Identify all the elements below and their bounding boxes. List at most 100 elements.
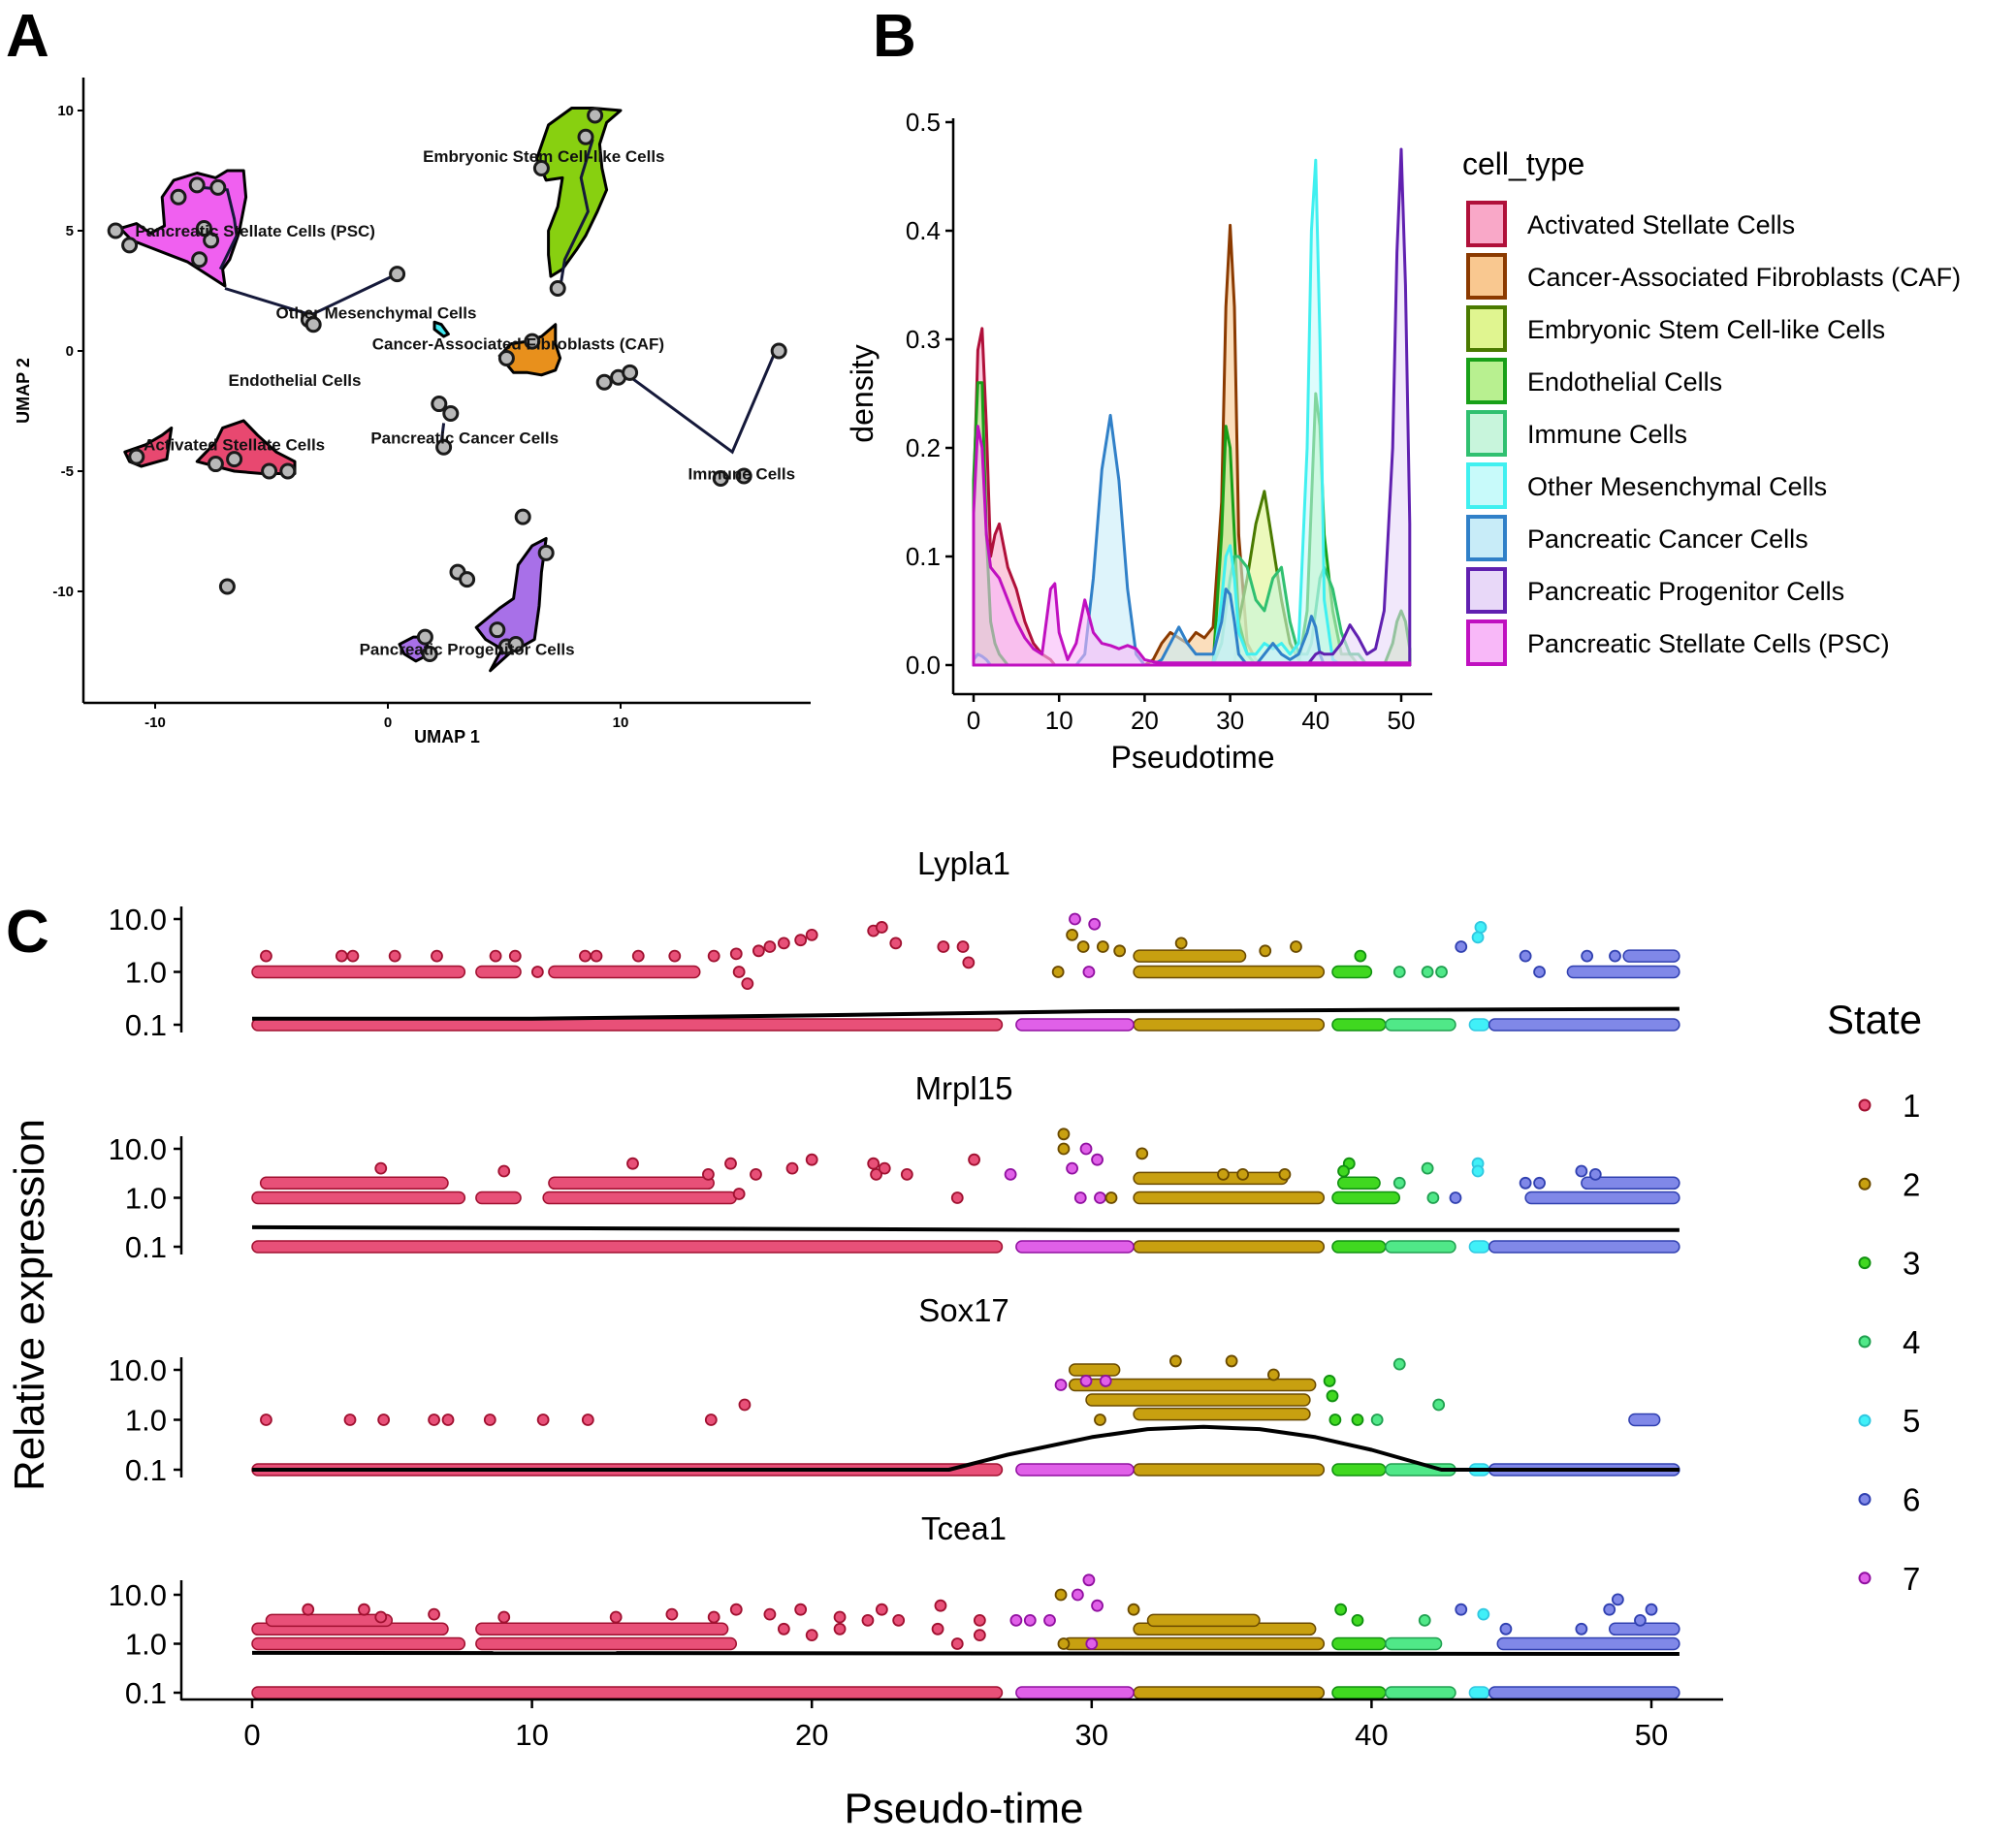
expression-point (875, 1603, 888, 1616)
trajectory-node (128, 448, 145, 465)
expression-point-band (1133, 965, 1326, 979)
expression-point (428, 1413, 440, 1426)
expression-point (889, 937, 903, 950)
expression-point-band (1566, 965, 1680, 979)
expression-x-ticks: 0 10 20 30 40 50 (243, 1699, 1668, 1752)
trajectory-node (489, 621, 506, 639)
density-legend: Activated Stellate Cells Cancer-Associate… (1466, 201, 1961, 666)
trajectory-node (389, 266, 406, 283)
expression-point (497, 1164, 511, 1178)
expression-trend-line (252, 1424, 1680, 1472)
state-baseline-band (1488, 1686, 1680, 1699)
state-baseline-band (1385, 1018, 1456, 1032)
expression-point-band (1622, 949, 1680, 963)
expression-point (950, 1637, 964, 1650)
gene-title: Lypla1 (917, 845, 1010, 881)
trajectory-node (195, 220, 212, 238)
expression-point (1351, 1413, 1364, 1426)
panel-label-a: A (6, 3, 49, 70)
expression-point (1290, 940, 1302, 953)
expression-point-band (251, 1636, 466, 1651)
state-baseline-band (1133, 1463, 1326, 1477)
x-tick-label: 30 (1075, 1718, 1108, 1752)
expression-point (1278, 1168, 1292, 1181)
expression-point (1004, 1168, 1017, 1181)
umap-x-label: UMAP 1 (414, 727, 480, 746)
expression-point (704, 1413, 718, 1426)
expression-point (1051, 966, 1065, 978)
y-tick-label: 10.0 (109, 1578, 167, 1612)
density-area (972, 381, 1412, 667)
gene-subplot: Sox17 0.1 1.0 10.0 (109, 1292, 1680, 1487)
expression-point-band (475, 1636, 738, 1651)
expression-point (579, 949, 592, 963)
expression-point (1079, 1142, 1093, 1156)
expression-point (489, 949, 502, 963)
y-tick-label: 10.0 (109, 1132, 167, 1166)
expression-point (1094, 1191, 1106, 1204)
expression-point (1082, 1573, 1096, 1587)
y-tick-label: 0.5 (906, 108, 941, 137)
expression-point (1259, 944, 1272, 958)
legend-swatch (1466, 305, 1507, 352)
expression-point (1588, 1168, 1602, 1181)
expression-point (1079, 1375, 1093, 1387)
trajectory-node (712, 469, 729, 487)
expression-point-band (251, 965, 466, 979)
gene-title: Mrpl15 (915, 1070, 1013, 1106)
state-baseline-band (1331, 1240, 1387, 1254)
expression-point (750, 1168, 762, 1181)
trajectory-node (524, 333, 541, 350)
x-tick-label: 20 (795, 1718, 828, 1752)
expression-point (1351, 1614, 1364, 1627)
trajectory-node (121, 237, 139, 254)
expression-point (581, 1413, 594, 1426)
expression-point (1127, 1603, 1140, 1616)
expression-point-band (1385, 1636, 1443, 1651)
expression-point (1225, 1354, 1238, 1368)
legend-swatch (1466, 567, 1507, 614)
y-tick-label: 1.0 (125, 956, 167, 990)
expression-point (626, 1157, 639, 1170)
expression-point (1426, 1191, 1440, 1204)
cluster-label: Activated Stellate Cells (144, 436, 325, 455)
x-tick-label: 30 (1216, 706, 1244, 735)
state-baseline-band (1015, 1463, 1135, 1477)
trajectory-node (735, 467, 752, 485)
expression-point (1236, 1168, 1250, 1181)
expression-point (892, 1614, 906, 1627)
trajectory-node (431, 396, 448, 413)
state-baseline-band (1015, 1240, 1135, 1254)
expression-point (973, 1629, 986, 1642)
expression-point (441, 1413, 455, 1426)
trajectory-node (188, 176, 206, 194)
expression-point (1009, 1614, 1023, 1627)
x-tick-label: 50 (1388, 706, 1416, 735)
state-baseline-band (1331, 1463, 1387, 1477)
expression-point (1066, 1161, 1078, 1175)
expression-point (900, 1168, 913, 1181)
state-baseline-band (1015, 1018, 1135, 1032)
umap-panel: Embryonic Stem Cell-like Cells Pancreatic… (14, 78, 811, 746)
density-ticks: 0 10 20 30 40 50 0.0 0.1 0.2 0.3 0.4 0.5 (906, 108, 1416, 735)
expression-point (1113, 944, 1127, 958)
expression-point (1094, 1413, 1106, 1426)
expression-point (1609, 949, 1621, 963)
expression-point (260, 1413, 272, 1426)
x-tick-label: 10 (613, 715, 629, 731)
y-tick-label: 10.0 (109, 1353, 167, 1387)
expression-point (1392, 1176, 1406, 1190)
expression-point (763, 1607, 777, 1621)
y-tick-label: 0.2 (906, 433, 941, 462)
expression-point (973, 1614, 986, 1627)
state-baseline-band (1488, 1018, 1680, 1032)
trajectory-node (207, 456, 224, 473)
legend-swatch (1466, 253, 1507, 300)
expression-trend-line (251, 1224, 1680, 1232)
trajectory-node (549, 280, 566, 298)
trajectory-node (459, 571, 476, 588)
x-tick-label: 40 (1355, 1718, 1388, 1752)
expression-point (805, 1153, 818, 1166)
trajectory-node (514, 508, 531, 525)
expression-point (1023, 1614, 1037, 1627)
